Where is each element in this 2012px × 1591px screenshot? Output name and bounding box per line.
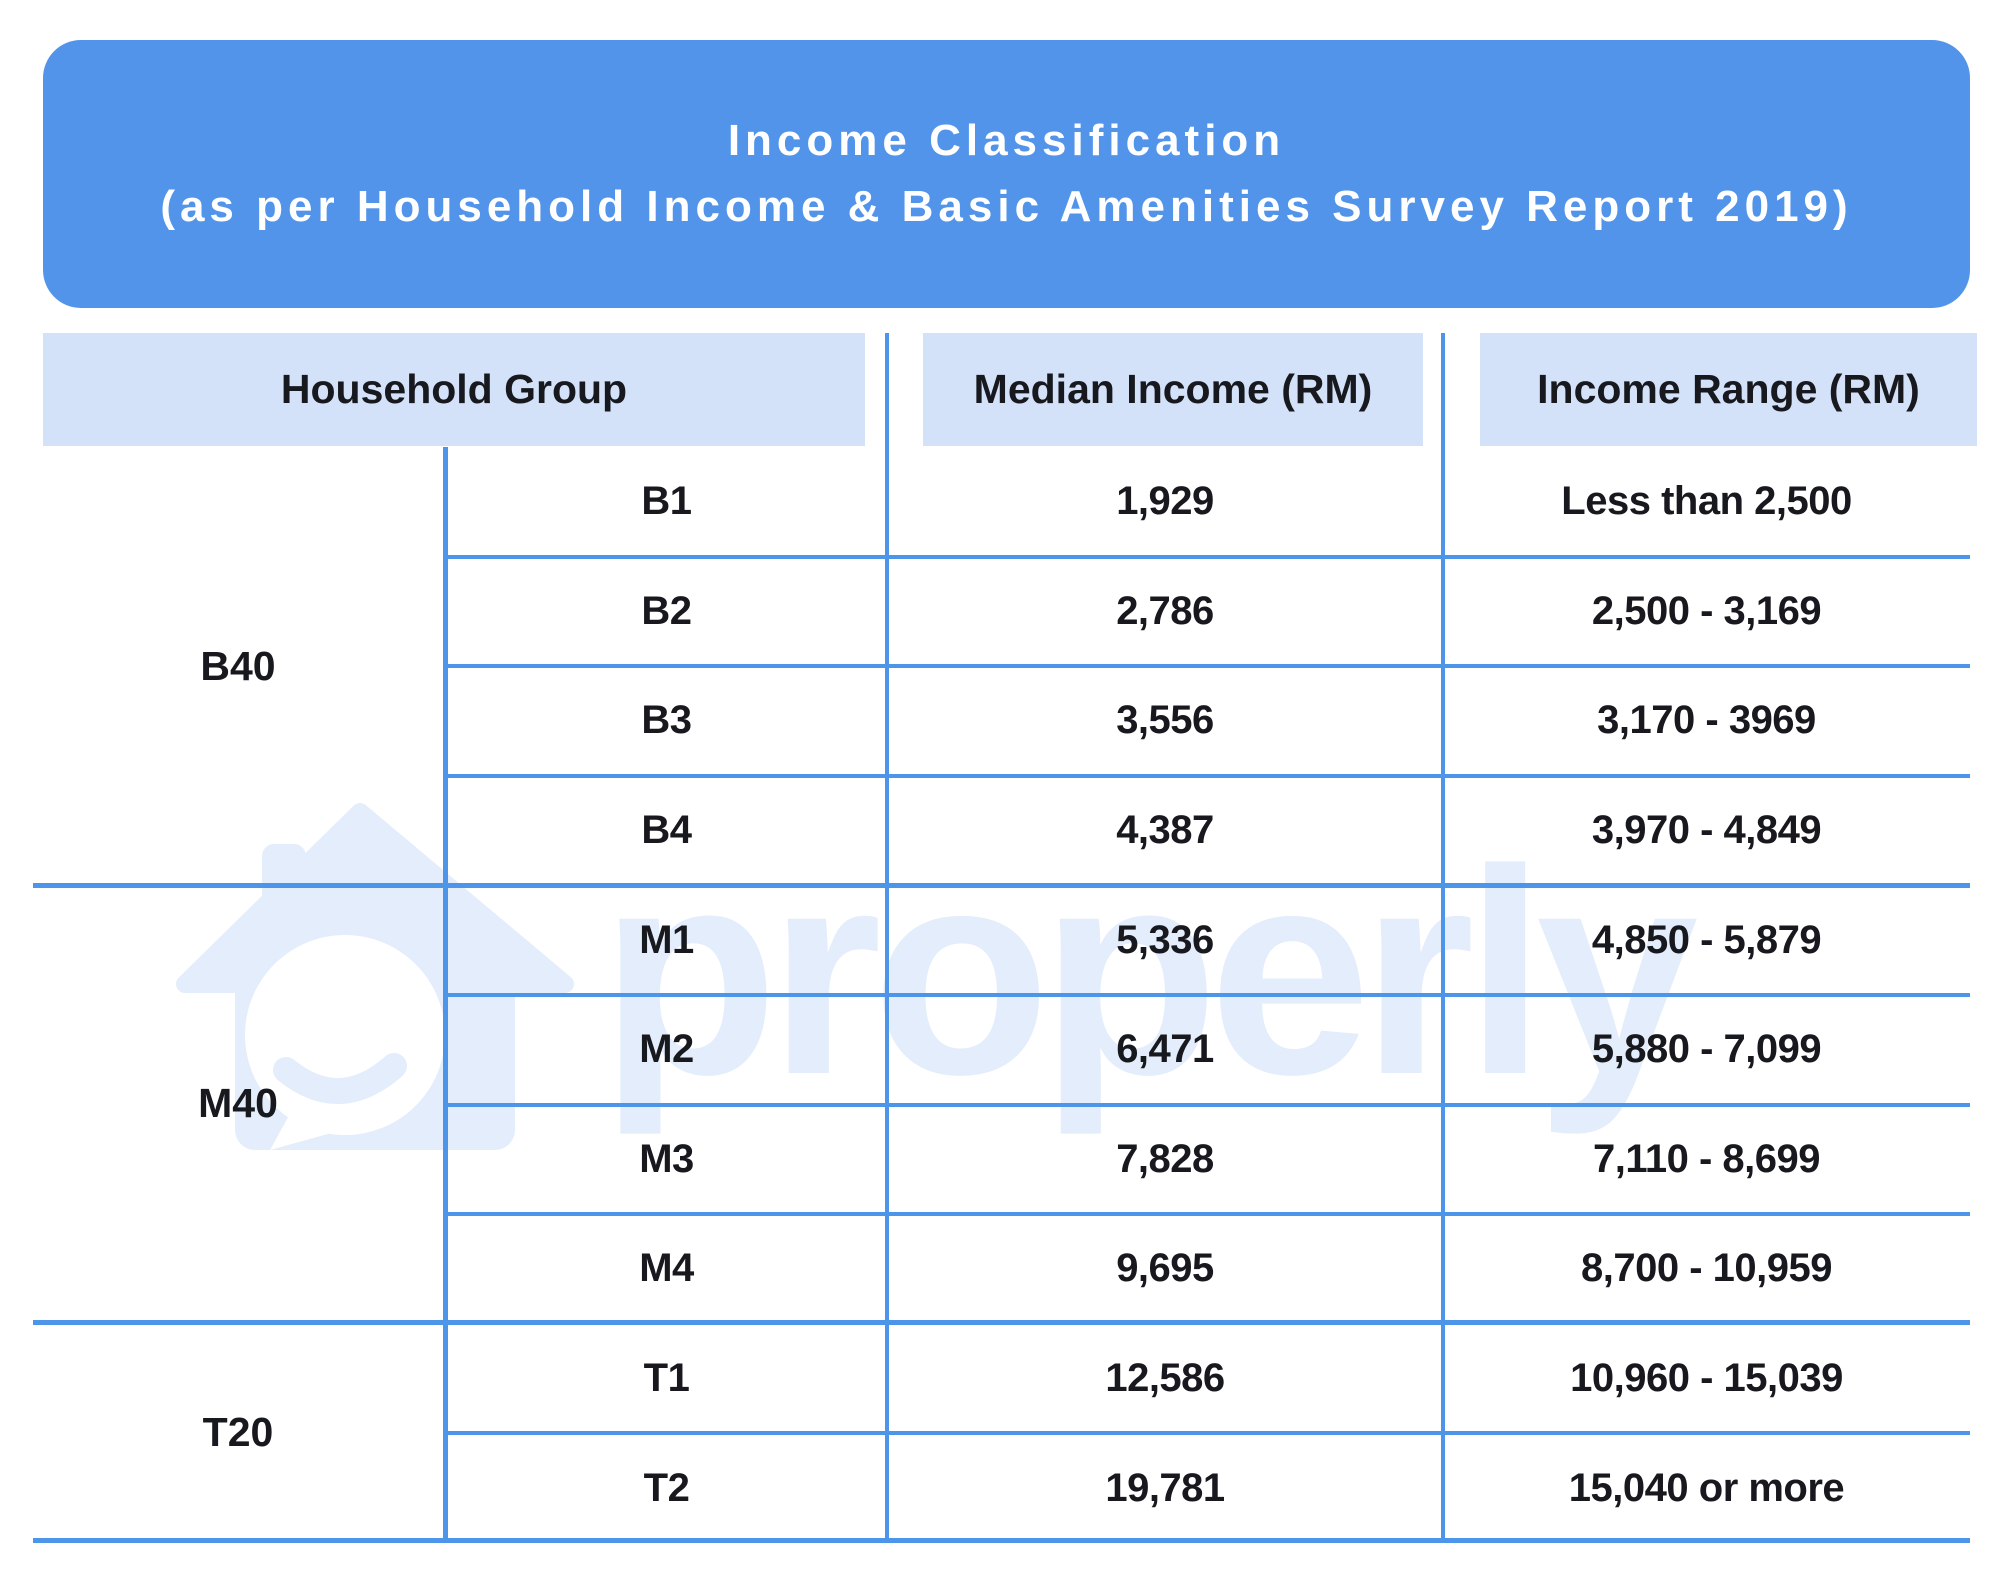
group-label-t20: T20 [202, 1409, 274, 1455]
table-body: B1 1,929 Less than 2,500 B2 2,786 2,500 … [33, 447, 1970, 1543]
row-divider [443, 774, 1970, 778]
divider-range-column [1441, 333, 1445, 1543]
income-range-cell: 2,500 - 3,169 [1591, 588, 1822, 633]
income-range-cell: Less than 2,500 [1561, 479, 1852, 524]
group-label-m40: M40 [198, 1080, 278, 1126]
col-header-median-income: Median Income (RM) [923, 333, 1423, 446]
median-income-cell: 3,556 [1116, 698, 1214, 743]
table-row: B3 3,556 3,170 - 3969 [33, 666, 1970, 776]
properly-watermark-text: properly [600, 809, 1698, 1135]
col-header-household-group: Household Group [43, 333, 865, 446]
table-bottom-line [33, 1538, 1970, 1543]
income-range-cell: 3,170 - 3969 [1597, 698, 1816, 743]
household-subgroup-cell: T1 [643, 1356, 690, 1401]
household-subgroup-cell: B4 [641, 808, 692, 853]
income-range-cell: 3,970 - 4,849 [1591, 808, 1822, 853]
income-range-cell: 5,880 - 7,099 [1591, 1027, 1822, 1072]
median-income-cell: 2,786 [1116, 588, 1214, 633]
income-range-cell: 8,700 - 10,959 [1581, 1246, 1833, 1291]
table-row: B2 2,786 2,500 - 3,169 [33, 557, 1970, 667]
household-subgroup-cell: T2 [643, 1465, 690, 1510]
household-subgroup-cell: M3 [639, 1136, 694, 1181]
group-divider-m40-t20 [33, 1320, 1970, 1325]
table-row: M4 9,695 8,700 - 10,959 [33, 1214, 1970, 1324]
row-divider [443, 1431, 1970, 1435]
bubble-tail-shape [270, 1110, 335, 1150]
row-divider [443, 993, 1970, 997]
table-row: B1 1,929 Less than 2,500 [33, 447, 1970, 557]
household-subgroup-cell: B2 [641, 588, 692, 633]
title-banner: Income Classification (as per Household … [43, 40, 1970, 308]
col-header-income-range: Income Range (RM) [1480, 333, 1977, 446]
smile-shape [273, 1053, 407, 1104]
household-subgroup-cell: M2 [639, 1027, 694, 1072]
divider-median-column [885, 333, 889, 1543]
group-label-b40: B40 [200, 642, 276, 689]
median-income-cell: 4,387 [1116, 808, 1214, 853]
household-subgroup-cell: B1 [641, 479, 692, 524]
table-row: M3 7,828 7,110 - 8,699 [33, 1105, 1970, 1215]
table-row: T2 19,781 15,040 or more [33, 1433, 1970, 1543]
household-subgroup-cell: B3 [641, 698, 692, 743]
row-divider [443, 1212, 1970, 1216]
household-subgroup-cell: M4 [639, 1246, 694, 1291]
median-income-cell: 19,781 [1105, 1465, 1225, 1510]
row-divider [443, 555, 1970, 559]
table-row: B4 4,387 3,970 - 4,849 [33, 776, 1970, 886]
median-income-cell: 5,336 [1116, 917, 1214, 962]
page-title: Income Classification [727, 116, 1286, 165]
income-range-cell: 7,110 - 8,699 [1592, 1136, 1821, 1181]
group-divider-b40-m40 [33, 883, 1970, 888]
income-range-cell: 10,960 - 15,039 [1570, 1356, 1843, 1401]
household-subgroup-cell: M1 [639, 917, 694, 962]
income-range-cell: 4,850 - 5,879 [1591, 917, 1822, 962]
table-row: T1 12,586 10,960 - 15,039 [33, 1324, 1970, 1434]
median-income-cell: 9,695 [1116, 1246, 1214, 1291]
table-row: M2 6,471 5,880 - 7,099 [33, 995, 1970, 1105]
median-income-cell: 1,929 [1116, 479, 1214, 524]
table-row: M1 5,336 4,850 - 5,879 [33, 885, 1970, 995]
row-divider [443, 664, 1970, 668]
row-divider [443, 1103, 1970, 1107]
page-subtitle: (as per Household Income & Basic Ameniti… [160, 182, 1853, 231]
median-income-cell: 12,586 [1105, 1356, 1225, 1401]
income-range-cell: 15,040 or more [1568, 1465, 1845, 1510]
median-income-cell: 7,828 [1116, 1136, 1214, 1181]
median-income-cell: 6,471 [1116, 1027, 1214, 1072]
